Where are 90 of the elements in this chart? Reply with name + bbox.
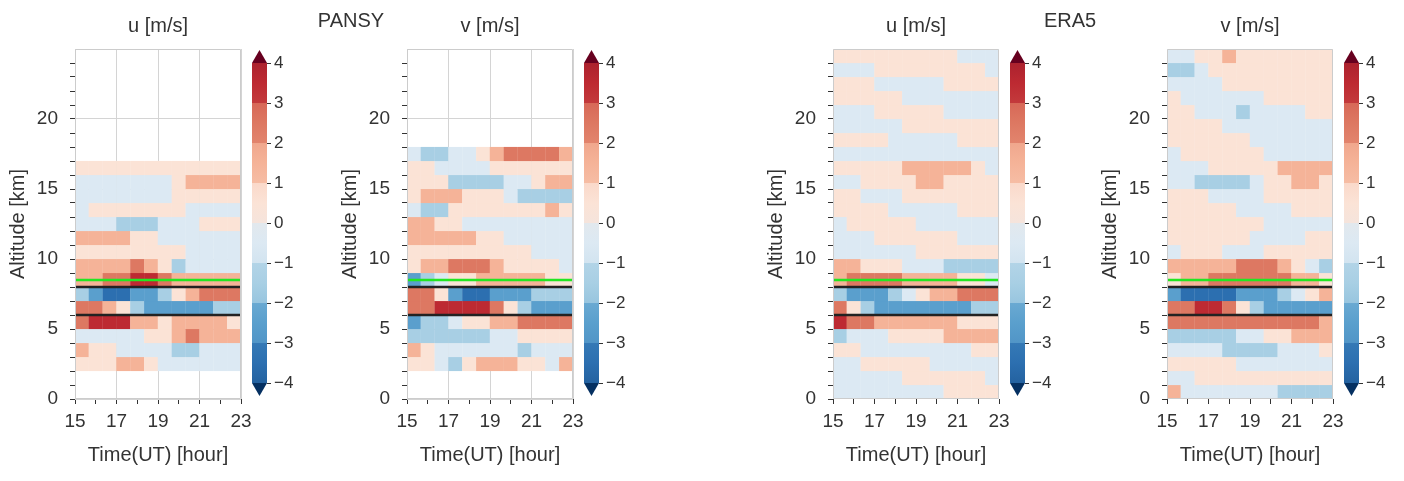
- x-tick-label: 17: [105, 409, 128, 431]
- y-tick-label: 0: [1139, 387, 1150, 409]
- color-bar-label: 0: [274, 213, 284, 233]
- y-tick-label: 5: [1139, 317, 1150, 339]
- y-tick-label: 20: [368, 107, 390, 129]
- color-bar-label: 2: [1032, 133, 1042, 153]
- x-axis-title: Time(UT) [hour]: [845, 442, 987, 465]
- color-bar-label: 3: [274, 93, 284, 113]
- color-bar-label: −2: [606, 293, 626, 313]
- color-bar-label: −3: [274, 333, 294, 353]
- y-tick-label: 5: [379, 317, 390, 339]
- color-bar-label: −2: [274, 293, 294, 313]
- x-tick-label: 19: [147, 409, 169, 431]
- y-tick-label: 0: [379, 387, 390, 409]
- x-axis-title: Time(UT) [hour]: [419, 442, 561, 465]
- color-bar-label: −3: [1032, 333, 1052, 353]
- y-tick-label: 5: [805, 317, 816, 339]
- y-tick-label: 15: [1128, 177, 1150, 199]
- x-tick-label: 23: [230, 409, 252, 431]
- x-tick-label: 23: [1322, 409, 1344, 431]
- color-bar-label: −3: [606, 333, 626, 353]
- y-tick-label: 15: [794, 177, 816, 199]
- color-bar-label: 0: [1032, 213, 1042, 233]
- y-axis-title: Altitude [km]: [337, 168, 360, 280]
- x-axis-title: Time(UT) [hour]: [1179, 442, 1321, 465]
- y-tick-label: 20: [1128, 107, 1150, 129]
- x-axis-title: Time(UT) [hour]: [87, 442, 229, 465]
- y-axis-title: Altitude [km]: [763, 168, 786, 280]
- x-tick-label: 21: [1280, 409, 1303, 431]
- x-tick-label: 17: [863, 409, 886, 431]
- text: PANSY: [317, 8, 385, 32]
- x-tick-label: 21: [520, 409, 543, 431]
- x-tick-label: 17: [437, 409, 460, 431]
- color-bar-label: 4: [1032, 53, 1042, 73]
- color-bar-label: 1: [274, 173, 284, 193]
- y-tick-label: 10: [368, 247, 390, 269]
- x-tick-label: 15: [396, 409, 418, 431]
- color-bar-label: 3: [1032, 93, 1042, 113]
- x-tick-label: 19: [1239, 409, 1261, 431]
- x-tick-label: 15: [1156, 409, 1178, 431]
- color-bar-label: 1: [606, 173, 616, 193]
- color-bar-label: 2: [606, 133, 616, 153]
- color-bar-label: 3: [1366, 93, 1376, 113]
- x-tick-label: 15: [822, 409, 844, 431]
- color-bar-label: 4: [606, 53, 616, 73]
- y-axis-title: Altitude [km]: [5, 168, 28, 280]
- color-bar-label: 2: [274, 133, 284, 153]
- y-tick-label: 20: [36, 107, 58, 129]
- color-bar-label: 1: [1032, 173, 1042, 193]
- color-bar-label: −4: [1366, 373, 1386, 393]
- color-bar-label: 4: [274, 53, 284, 73]
- x-tick-label: 21: [946, 409, 969, 431]
- y-axis-title: Altitude [km]: [1097, 168, 1120, 280]
- color-bar-label: 3: [606, 93, 616, 113]
- color-bar-label: 1: [1366, 173, 1376, 193]
- color-bar-label: −1: [1366, 253, 1386, 273]
- color-bar-label: −1: [606, 253, 626, 273]
- chart-title: v [m/s]: [1220, 13, 1280, 36]
- y-tick-label: 15: [36, 177, 58, 199]
- color-bar-label: 0: [606, 213, 616, 233]
- color-bar-label: −2: [1366, 293, 1386, 313]
- x-tick-label: 23: [562, 409, 584, 431]
- y-tick-label: 5: [47, 317, 58, 339]
- color-bar-label: −4: [1032, 373, 1052, 393]
- y-tick-label: 0: [805, 387, 816, 409]
- color-bar-label: −1: [1032, 253, 1052, 273]
- color-bar-label: −3: [1366, 333, 1386, 353]
- color-bar-label: −4: [606, 373, 626, 393]
- x-tick-label: 15: [64, 409, 86, 431]
- x-tick-label: 21: [188, 409, 211, 431]
- y-tick-label: 10: [36, 247, 58, 269]
- x-tick-label: 19: [905, 409, 927, 431]
- chart-title: u [m/s]: [885, 13, 947, 36]
- color-bar-label: −4: [274, 373, 294, 393]
- x-tick-label: 19: [479, 409, 501, 431]
- color-bar-label: −1: [274, 253, 294, 273]
- color-bar-label: −2: [1032, 293, 1052, 313]
- color-bar-label: 4: [1366, 53, 1376, 73]
- color-bar-label: 2: [1366, 133, 1376, 153]
- y-tick-label: 20: [794, 107, 816, 129]
- text: ERA5: [1043, 8, 1097, 32]
- color-bar-label: 0: [1366, 213, 1376, 233]
- x-tick-label: 23: [988, 409, 1010, 431]
- chart-title: v [m/s]: [460, 13, 520, 36]
- chart-title: u [m/s]: [127, 13, 189, 36]
- y-tick-label: 15: [368, 177, 390, 199]
- y-tick-label: 10: [794, 247, 816, 269]
- y-tick-label: 10: [1128, 247, 1150, 269]
- x-tick-label: 17: [1197, 409, 1220, 431]
- y-tick-label: 0: [47, 387, 58, 409]
